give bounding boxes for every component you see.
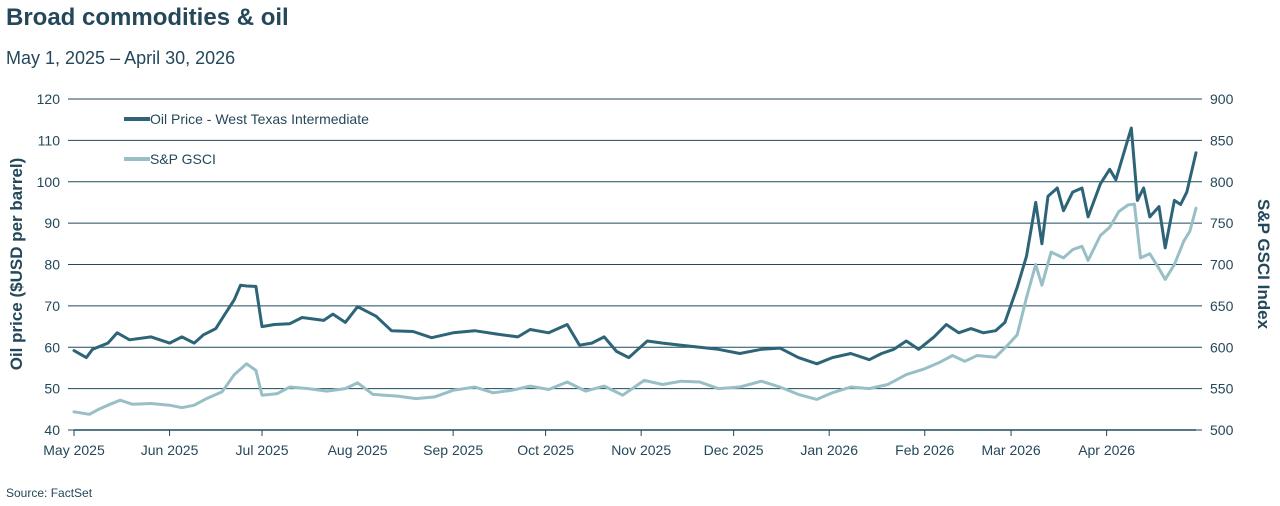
right-tick-label: 800 [1210, 174, 1234, 190]
gridlines [68, 98, 1202, 431]
legend-label-oil: Oil Price - West Texas Intermediate [150, 111, 369, 127]
right-tick-label: 850 [1210, 132, 1234, 148]
left-axis-title: Oil price ($USD per barrel) [7, 158, 26, 371]
x-tick-label: Apr 2026 [1078, 442, 1135, 458]
chart-subtitle: May 1, 2025 – April 30, 2026 [6, 48, 236, 68]
x-axis-ticks: May 2025 Jun 2025 Jul 2025 Aug 2025 Sep 2025… [43, 430, 1135, 458]
right-tick-label: 750 [1210, 215, 1234, 231]
x-tick-label: Oct 2025 [517, 442, 574, 458]
right-tick-label: 650 [1210, 298, 1234, 314]
x-tick-label: Jan 2026 [800, 442, 858, 458]
left-tick-label: 60 [44, 339, 60, 355]
source-note: Source: FactSet [6, 486, 93, 500]
x-tick-label: Dec 2025 [704, 442, 764, 458]
left-tick-label: 50 [44, 381, 60, 397]
oil-price-line [72, 126, 1198, 366]
x-tick-label: Nov 2025 [611, 442, 671, 458]
x-tick-label: May 2025 [43, 442, 105, 458]
right-tick-label: 900 [1210, 91, 1234, 107]
left-tick-label: 120 [37, 91, 61, 107]
x-tick-label: Jul 2025 [236, 442, 289, 458]
x-tick-label: Jun 2025 [141, 442, 199, 458]
x-tick-label: Mar 2026 [981, 442, 1040, 458]
left-tick-label: 40 [44, 422, 60, 438]
left-tick-label: 70 [44, 298, 60, 314]
right-tick-label: 700 [1210, 257, 1234, 273]
left-tick-label: 80 [44, 257, 60, 273]
left-tick-label: 100 [37, 174, 61, 190]
series-lines [72, 126, 1198, 416]
legend-label-gsci: S&P GSCI [150, 151, 216, 167]
right-tick-label: 600 [1210, 339, 1234, 355]
right-tick-label: 550 [1210, 381, 1234, 397]
chart-title: Broad commodities & oil [6, 4, 289, 31]
left-axis-ticks: 40 50 60 70 80 90 100 110 120 [37, 91, 61, 438]
line-chart: 40 50 60 70 80 90 100 110 120 500 550 600 650 700 750… [7, 91, 1273, 458]
x-tick-label: Aug 2025 [328, 442, 388, 458]
left-tick-label: 110 [38, 132, 61, 148]
legend: Oil Price - West Texas Intermediate S&P … [124, 111, 369, 167]
x-tick-label: Feb 2026 [895, 442, 954, 458]
right-axis-ticks: 500 550 600 650 700 750 800 850 900 [1210, 91, 1234, 438]
right-axis-title: S&P GSCI Index [1254, 199, 1273, 330]
gsci-line [72, 202, 1198, 416]
x-tick-label: Sep 2025 [423, 442, 483, 458]
left-tick-label: 90 [44, 215, 60, 231]
right-tick-label: 500 [1210, 422, 1234, 438]
